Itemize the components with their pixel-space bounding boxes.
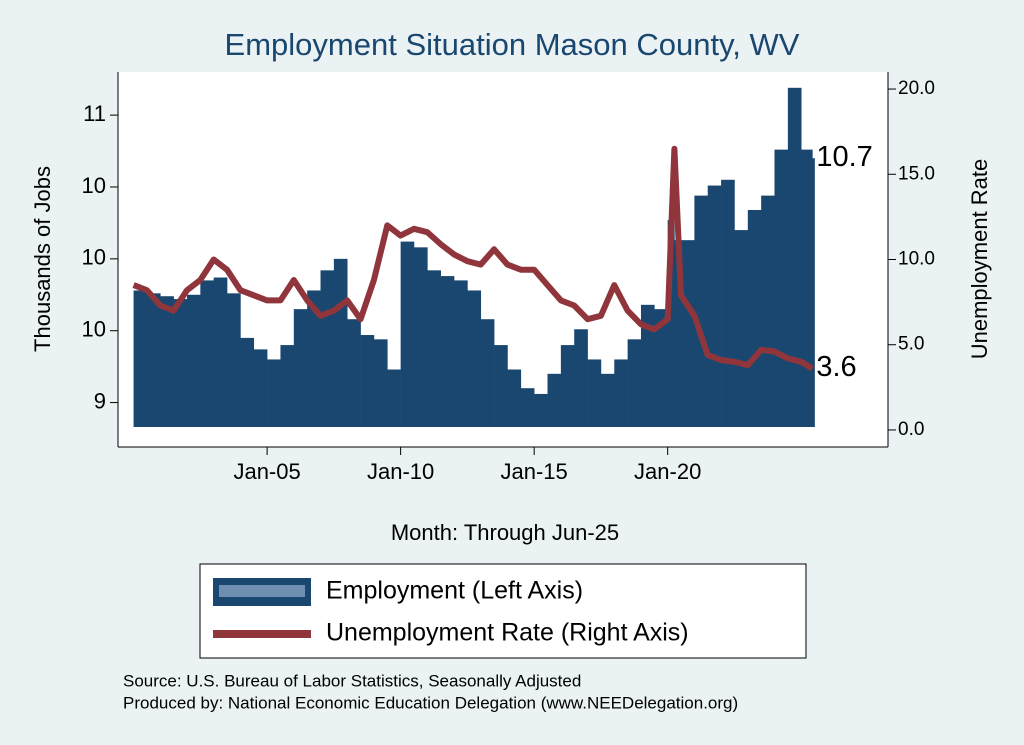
- legend-swatch-inner: [219, 585, 305, 597]
- y2-axis-title: Unemployment Rate: [967, 159, 992, 360]
- bar: [400, 241, 415, 427]
- bar: [320, 270, 335, 427]
- x-tick-label: Jan-05: [233, 459, 300, 484]
- bar: [307, 290, 321, 427]
- bar: [494, 345, 508, 427]
- bar: [280, 345, 295, 427]
- bar: [293, 309, 308, 427]
- bar: [667, 220, 675, 427]
- bar: [360, 335, 375, 427]
- bar: [801, 149, 813, 428]
- bar: [534, 393, 548, 427]
- bar: [373, 339, 388, 427]
- bar: [160, 296, 174, 427]
- x-tick-label: Jan-15: [501, 459, 568, 484]
- bar: [347, 319, 361, 427]
- bar: [734, 230, 749, 427]
- bar: [200, 280, 214, 427]
- bar: [240, 337, 255, 427]
- y-tick-label: 9: [94, 388, 106, 413]
- chart-title: Employment Situation Mason County, WV: [225, 27, 800, 62]
- bar: [227, 293, 241, 427]
- source-note: Source: U.S. Bureau of Labor Statistics,…: [123, 671, 581, 690]
- legend-label: Employment (Left Axis): [326, 577, 583, 605]
- bar: [547, 373, 562, 427]
- bar: [467, 290, 482, 427]
- bar: [454, 280, 468, 427]
- bar: [560, 345, 575, 427]
- bar: [267, 359, 281, 427]
- bar: [587, 359, 602, 427]
- legend-label: Unemployment Rate (Right Axis): [326, 619, 689, 647]
- x-tick-label: Jan-20: [634, 459, 701, 484]
- bar: [173, 299, 188, 427]
- bar: [674, 240, 682, 427]
- y-axis-title: Thousands of Jobs: [30, 166, 55, 352]
- bar: [387, 369, 401, 427]
- y2-tick-label: 0.0: [898, 419, 924, 440]
- bar: [787, 87, 802, 427]
- bar: [654, 309, 668, 427]
- end-label: 10.7: [816, 141, 872, 173]
- bar: [812, 158, 815, 428]
- bar: [747, 209, 762, 427]
- y2-tick-label: 15.0: [898, 163, 935, 184]
- producer-note: Produced by: National Economic Education…: [123, 693, 738, 712]
- line: [132, 145, 814, 372]
- bar: [761, 195, 775, 427]
- bar: [520, 388, 535, 427]
- bar: [627, 339, 642, 427]
- y-tick-label: 11: [83, 101, 106, 126]
- bar: [440, 276, 455, 427]
- plot-layer: [132, 87, 815, 428]
- bar: [133, 290, 148, 427]
- bar: [721, 179, 735, 427]
- bar: [480, 319, 495, 427]
- bar: [681, 240, 695, 427]
- y2-tick-label: 10.0: [898, 249, 935, 270]
- bar: [640, 304, 655, 427]
- bar: [507, 369, 522, 427]
- bar: [600, 373, 615, 427]
- y-tick-label: 10: [82, 317, 106, 342]
- y2-tick-label: 20.0: [898, 78, 935, 99]
- bar: [253, 349, 268, 427]
- bar: [146, 293, 161, 427]
- x-tick-label: Jan-10: [367, 459, 434, 484]
- x-axis-title: Month: Through Jun-25: [391, 520, 619, 545]
- bar: [333, 258, 348, 427]
- bar: [707, 185, 722, 427]
- bar: [213, 277, 228, 427]
- bar: [574, 329, 588, 427]
- y2-tick-label: 5.0: [898, 334, 924, 355]
- bar: [614, 359, 628, 427]
- bar: [427, 270, 441, 427]
- bar: [413, 247, 428, 427]
- y-tick-label: 10: [82, 245, 106, 270]
- bar: [694, 195, 709, 427]
- y-tick-label: 10: [82, 173, 106, 198]
- end-label: 3.6: [816, 351, 856, 383]
- bar: [774, 149, 789, 428]
- bar: [186, 294, 201, 427]
